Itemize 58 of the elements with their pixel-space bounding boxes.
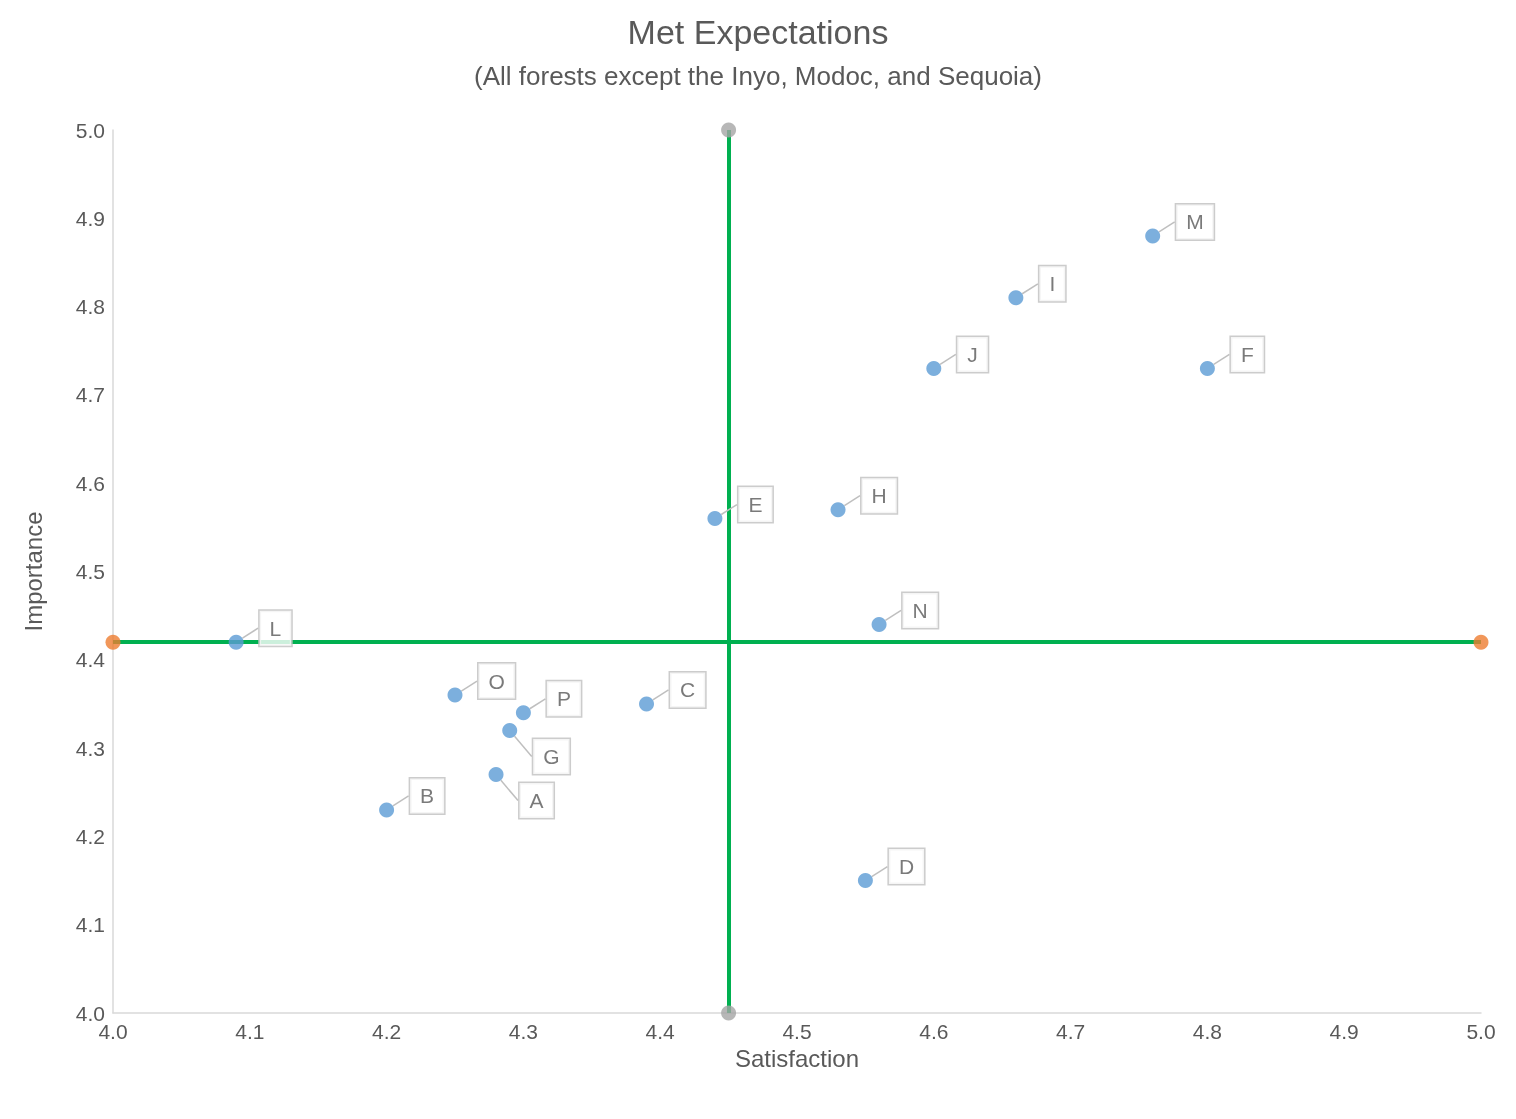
point xyxy=(871,616,887,632)
y-axis-title: Importance xyxy=(19,511,47,632)
point xyxy=(105,634,121,650)
y-tick-label: 4.9 xyxy=(75,206,105,230)
chart-title: Met Expectations xyxy=(627,13,889,51)
point xyxy=(1008,290,1024,306)
x-tick-label: 4.9 xyxy=(1329,1020,1359,1043)
data-label: I xyxy=(1049,272,1056,296)
data-label: D xyxy=(898,855,915,879)
point xyxy=(488,767,504,783)
y-tick-label: 4.3 xyxy=(75,736,105,760)
data-label: H xyxy=(871,484,887,508)
y-tick-label: 4.4 xyxy=(75,648,106,672)
point xyxy=(707,511,723,527)
data-label: J xyxy=(967,342,978,366)
x-tick-label: 4.2 xyxy=(372,1020,402,1043)
point xyxy=(1145,228,1161,244)
data-label: A xyxy=(529,789,544,813)
data-label: M xyxy=(1186,210,1204,234)
y-tick-label: 5.0 xyxy=(75,118,105,142)
y-tick-label: 4.7 xyxy=(75,383,105,407)
x-tick-label: 4.1 xyxy=(235,1020,265,1043)
x-tick-label: 5.0 xyxy=(1466,1020,1496,1043)
x-tick-label: 4.3 xyxy=(508,1020,538,1043)
point xyxy=(447,687,463,703)
y-tick-label: 4.2 xyxy=(75,824,105,848)
x-tick-label: 4.5 xyxy=(782,1020,812,1043)
data-label: G xyxy=(543,744,560,768)
x-tick-label: 4.7 xyxy=(1056,1020,1086,1043)
point xyxy=(830,502,846,518)
point xyxy=(721,122,737,138)
point xyxy=(502,722,518,738)
point xyxy=(721,1005,737,1021)
point xyxy=(857,873,873,889)
point xyxy=(228,634,244,650)
y-tick-label: 4.8 xyxy=(75,295,105,319)
x-tick-label: 4.6 xyxy=(919,1020,949,1043)
data-label: P xyxy=(556,687,571,711)
data-label: E xyxy=(748,493,763,517)
data-label: O xyxy=(488,669,505,693)
point xyxy=(515,705,531,721)
x-axis-title: Satisfaction xyxy=(734,1045,860,1073)
data-label: L xyxy=(269,616,282,640)
chart-subtitle: (All forests except the Inyo, Modoc, and Sequoia) xyxy=(474,61,1042,91)
y-tick-label: 4.5 xyxy=(75,560,105,583)
data-label: F xyxy=(1240,342,1254,366)
point xyxy=(639,696,655,712)
data-label: N xyxy=(912,598,928,622)
point xyxy=(926,360,942,376)
x-tick-label: 4.4 xyxy=(645,1020,676,1043)
data-label: B xyxy=(420,784,435,808)
y-tick-label: 4.6 xyxy=(75,471,105,495)
point xyxy=(1199,360,1215,376)
point xyxy=(1473,634,1489,650)
x-tick-label: 4.8 xyxy=(1192,1020,1222,1043)
y-tick-label: 4.1 xyxy=(75,913,105,937)
data-label: C xyxy=(680,678,696,702)
point xyxy=(379,802,395,818)
